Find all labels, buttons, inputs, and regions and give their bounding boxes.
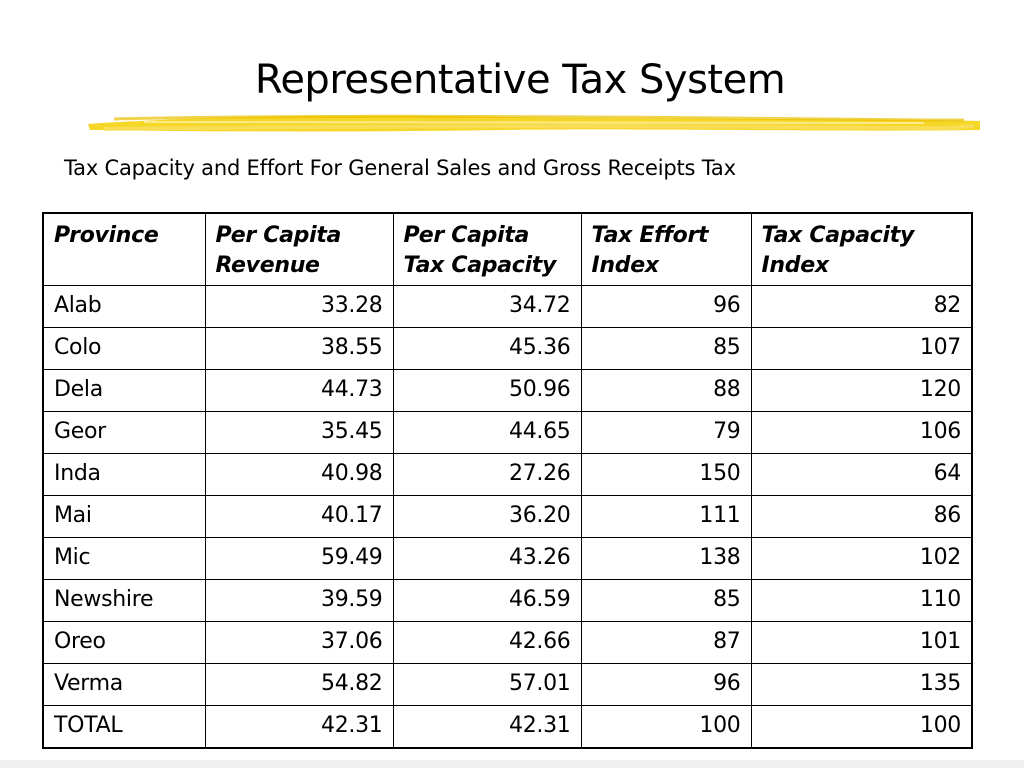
cell-tax-capacity-index: 101 bbox=[750, 620, 973, 664]
slide-title: Representative Tax System bbox=[254, 57, 786, 103]
cell-per-capita-revenue: 59.49 bbox=[204, 536, 394, 580]
cell-per-capita-tax-capacity: 43.26 bbox=[392, 536, 582, 580]
cell-province: Dela bbox=[42, 368, 206, 412]
cell-per-capita-tax-capacity: 42.31 bbox=[392, 704, 582, 748]
cell-tax-effort-index: 85 bbox=[580, 578, 752, 622]
cell-tax-effort-index: 111 bbox=[580, 494, 752, 538]
cell-tax-effort-index: 79 bbox=[580, 410, 752, 454]
title-highlight-stroke bbox=[88, 114, 980, 132]
header-tax-capacity-index: Tax Capacity Index bbox=[750, 212, 973, 286]
header-per-capita-tax-capacity: Per Capita Tax Capacity bbox=[392, 212, 582, 286]
cell-province: Verma bbox=[42, 662, 206, 706]
header-province: Province bbox=[42, 212, 206, 286]
cell-tax-effort-index: 88 bbox=[580, 368, 752, 412]
cell-per-capita-revenue: 37.06 bbox=[204, 620, 394, 664]
table-row-total: TOTAL 42.31 42.31 100 100 bbox=[42, 704, 973, 748]
cell-province: Mic bbox=[42, 536, 206, 580]
cell-tax-effort-index: 96 bbox=[580, 662, 752, 706]
cell-per-capita-revenue: 39.59 bbox=[204, 578, 394, 622]
cell-tax-effort-index: 100 bbox=[580, 704, 752, 748]
table-row: Geor 35.45 44.65 79 106 bbox=[42, 410, 973, 454]
table-row: Inda 40.98 27.26 150 64 bbox=[42, 452, 973, 496]
cell-province: TOTAL bbox=[42, 704, 206, 748]
header-per-capita-revenue: Per Capita Revenue bbox=[204, 212, 394, 286]
cell-per-capita-tax-capacity: 27.26 bbox=[392, 452, 582, 496]
cell-tax-capacity-index: 86 bbox=[750, 494, 973, 538]
cell-per-capita-tax-capacity: 36.20 bbox=[392, 494, 582, 538]
table-row: Alab 33.28 34.72 96 82 bbox=[42, 284, 973, 328]
cell-province: Colo bbox=[42, 326, 206, 370]
cell-province: Oreo bbox=[42, 620, 206, 664]
cell-tax-capacity-index: 135 bbox=[750, 662, 973, 706]
table-row: Dela 44.73 50.96 88 120 bbox=[42, 368, 973, 412]
cell-province: Alab bbox=[42, 284, 206, 328]
cell-per-capita-revenue: 38.55 bbox=[204, 326, 394, 370]
cell-per-capita-revenue: 44.73 bbox=[204, 368, 394, 412]
header-tax-effort-index: Tax Effort Index bbox=[580, 212, 752, 286]
cell-per-capita-revenue: 42.31 bbox=[204, 704, 394, 748]
cell-per-capita-revenue: 54.82 bbox=[204, 662, 394, 706]
cell-per-capita-revenue: 35.45 bbox=[204, 410, 394, 454]
cell-tax-capacity-index: 82 bbox=[750, 284, 973, 328]
slide-bottom-edge bbox=[0, 760, 1024, 768]
cell-province: Newshire bbox=[42, 578, 206, 622]
cell-per-capita-tax-capacity: 50.96 bbox=[392, 368, 582, 412]
cell-province: Mai bbox=[42, 494, 206, 538]
table-row: Newshire 39.59 46.59 85 110 bbox=[42, 578, 973, 622]
table-row: Mic 59.49 43.26 138 102 bbox=[42, 536, 973, 580]
cell-tax-capacity-index: 107 bbox=[750, 326, 973, 370]
table-row: Colo 38.55 45.36 85 107 bbox=[42, 326, 973, 370]
cell-tax-effort-index: 138 bbox=[580, 536, 752, 580]
cell-tax-effort-index: 85 bbox=[580, 326, 752, 370]
tax-table: Province Per Capita Revenue Per Capita T… bbox=[42, 212, 973, 749]
cell-tax-capacity-index: 120 bbox=[750, 368, 973, 412]
cell-tax-effort-index: 150 bbox=[580, 452, 752, 496]
cell-province: Geor bbox=[42, 410, 206, 454]
cell-per-capita-tax-capacity: 57.01 bbox=[392, 662, 582, 706]
cell-tax-capacity-index: 106 bbox=[750, 410, 973, 454]
cell-per-capita-tax-capacity: 44.65 bbox=[392, 410, 582, 454]
cell-tax-capacity-index: 102 bbox=[750, 536, 973, 580]
cell-tax-effort-index: 96 bbox=[580, 284, 752, 328]
cell-per-capita-revenue: 40.98 bbox=[204, 452, 394, 496]
cell-per-capita-tax-capacity: 46.59 bbox=[392, 578, 582, 622]
cell-province: Inda bbox=[42, 452, 206, 496]
table-row: Mai 40.17 36.20 111 86 bbox=[42, 494, 973, 538]
cell-tax-effort-index: 87 bbox=[580, 620, 752, 664]
cell-per-capita-revenue: 33.28 bbox=[204, 284, 394, 328]
table-row: Oreo 37.06 42.66 87 101 bbox=[42, 620, 973, 664]
cell-per-capita-tax-capacity: 45.36 bbox=[392, 326, 582, 370]
cell-tax-capacity-index: 64 bbox=[750, 452, 973, 496]
cell-per-capita-tax-capacity: 34.72 bbox=[392, 284, 582, 328]
table-header-row: Province Per Capita Revenue Per Capita T… bbox=[42, 212, 973, 286]
cell-tax-capacity-index: 100 bbox=[750, 704, 973, 748]
cell-per-capita-tax-capacity: 42.66 bbox=[392, 620, 582, 664]
cell-per-capita-revenue: 40.17 bbox=[204, 494, 394, 538]
slide-subtitle: Tax Capacity and Effort For General Sale… bbox=[64, 156, 736, 180]
cell-tax-capacity-index: 110 bbox=[750, 578, 973, 622]
table-row: Verma 54.82 57.01 96 135 bbox=[42, 662, 973, 706]
